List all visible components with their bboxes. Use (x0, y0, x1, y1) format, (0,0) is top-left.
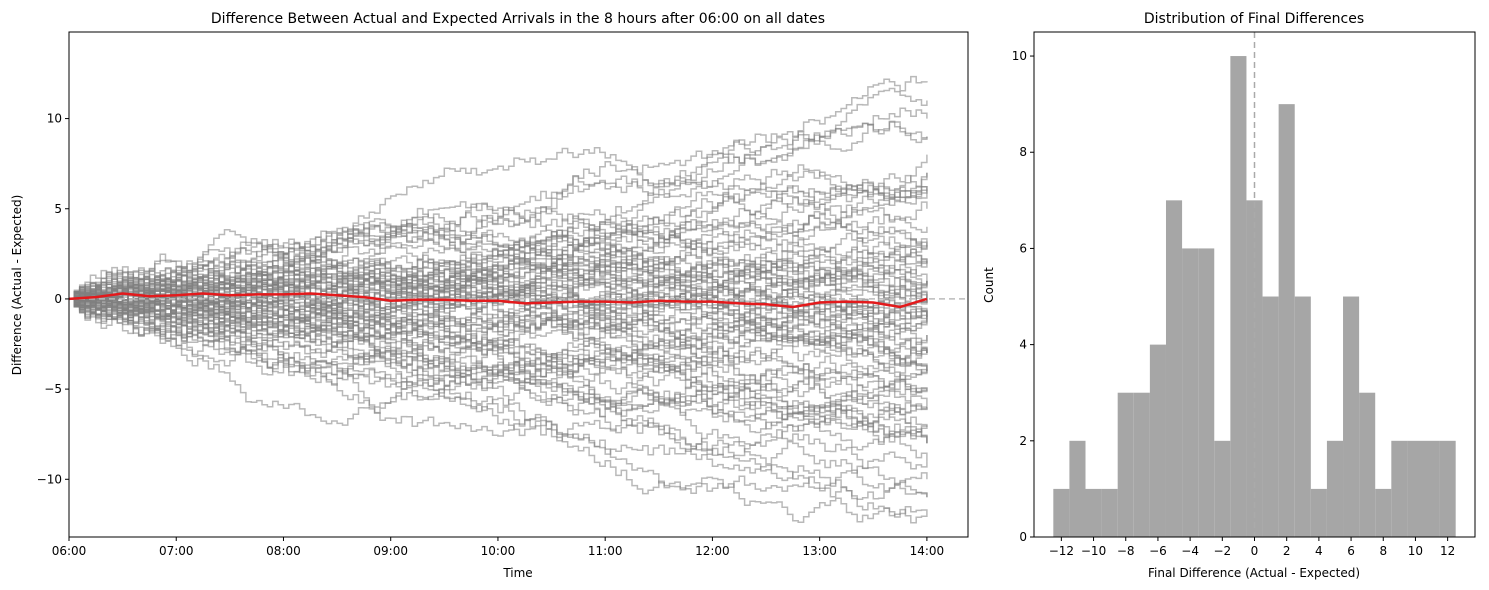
left-y-axis-label: Difference (Actual - Expected) (10, 195, 24, 376)
histogram-bar (1359, 392, 1376, 537)
histogram-bar (1117, 392, 1134, 537)
histogram-bar (1101, 488, 1118, 537)
x-tick-label: 07:00 (159, 544, 194, 558)
series-line (69, 121, 928, 311)
histogram-bar (1310, 488, 1327, 537)
x-tick-label: 0 (1251, 544, 1259, 558)
histogram-bar (1230, 56, 1247, 538)
right-chart-panel: Distribution of Final Differences −12 −10… (982, 11, 1476, 580)
histogram-bar (1133, 392, 1150, 537)
series-line (69, 154, 928, 300)
histogram-bar (1391, 440, 1408, 537)
histogram-bar (1423, 440, 1440, 537)
right-y-axis-label: Count (982, 267, 996, 303)
x-tick-label: 12 (1440, 544, 1455, 558)
histogram-bar (1214, 440, 1231, 537)
x-tick-label: −2 (1213, 544, 1231, 558)
y-tick-label: −10 (37, 472, 62, 486)
x-tick-label: 6 (1347, 544, 1355, 558)
right-y-axis: 0 2 4 6 8 10 (1012, 49, 1034, 544)
x-tick-label: −8 (1117, 544, 1135, 558)
histogram-bar (1343, 296, 1360, 537)
y-tick-label: 0 (54, 292, 62, 306)
histogram-bar (1085, 488, 1102, 537)
x-tick-label: 10 (1408, 544, 1423, 558)
y-tick-label: 0 (1019, 530, 1027, 544)
x-tick-label: 13:00 (802, 544, 837, 558)
histogram-bar (1278, 104, 1295, 537)
histogram-bar (1407, 440, 1424, 537)
histogram-bar (1246, 200, 1263, 537)
histogram-bar (1182, 248, 1199, 537)
y-tick-label: −5 (44, 382, 62, 396)
x-tick-label: 2 (1283, 544, 1291, 558)
y-tick-label: 5 (54, 202, 62, 216)
histogram-bar (1262, 296, 1279, 537)
histogram-bar (1294, 296, 1311, 537)
x-tick-label: −10 (1081, 544, 1106, 558)
right-plot-area (1053, 32, 1456, 538)
x-tick-label: −4 (1181, 544, 1199, 558)
x-tick-label: 11:00 (588, 544, 623, 558)
series-line (69, 168, 928, 308)
histogram-bar (1053, 488, 1070, 537)
y-tick-label: 2 (1019, 434, 1027, 448)
histogram-bar (1069, 440, 1086, 537)
left-y-axis: −10 −5 0 5 10 (37, 112, 69, 486)
histogram-bar (1375, 488, 1392, 537)
series-line (69, 120, 928, 319)
x-tick-label: −6 (1149, 544, 1167, 558)
x-tick-label: 12:00 (695, 544, 730, 558)
x-tick-label: 14:00 (910, 544, 945, 558)
right-chart-title: Distribution of Final Differences (1144, 11, 1364, 27)
y-tick-label: 6 (1019, 241, 1027, 255)
left-x-axis-label: Time (502, 566, 532, 580)
mean-line (68, 292, 928, 309)
x-tick-label: 4 (1315, 544, 1323, 558)
left-plot-area (68, 75, 968, 524)
y-tick-label: 10 (1012, 49, 1027, 63)
x-tick-label: 08:00 (266, 544, 301, 558)
series-line (69, 264, 928, 368)
series-line (69, 298, 928, 495)
left-chart-panel: Difference Between Actual and Expected A… (10, 11, 969, 580)
right-x-axis-label: Final Difference (Actual - Expected) (1148, 566, 1360, 580)
x-tick-label: 10:00 (481, 544, 516, 558)
x-tick-label: 09:00 (373, 544, 408, 558)
left-x-axis: 06:00 07:00 08:00 09:00 10:00 11:00 12:00 13:00… (52, 537, 944, 558)
series-line (69, 87, 928, 318)
y-tick-label: 4 (1019, 338, 1027, 352)
histogram-bar (1198, 248, 1215, 537)
series-line (69, 107, 928, 308)
histogram-bar (1165, 200, 1183, 537)
left-chart-title: Difference Between Actual and Expected A… (211, 11, 825, 27)
left-axes-frame (68, 31, 969, 538)
y-tick-label: 10 (47, 112, 62, 126)
y-tick-label: 8 (1019, 145, 1027, 159)
histogram-bar (1149, 344, 1166, 537)
histogram-bar (1326, 440, 1344, 537)
x-tick-label: −12 (1049, 544, 1074, 558)
x-tick-label: 06:00 (52, 544, 87, 558)
x-tick-label: 8 (1379, 544, 1387, 558)
series-line (69, 172, 928, 307)
right-x-axis: −12 −10 −8 −6 −4 −2 0 2 4 6 8 10 12 (1049, 537, 1455, 558)
series-line (69, 75, 928, 306)
histogram-bar (1439, 440, 1456, 537)
